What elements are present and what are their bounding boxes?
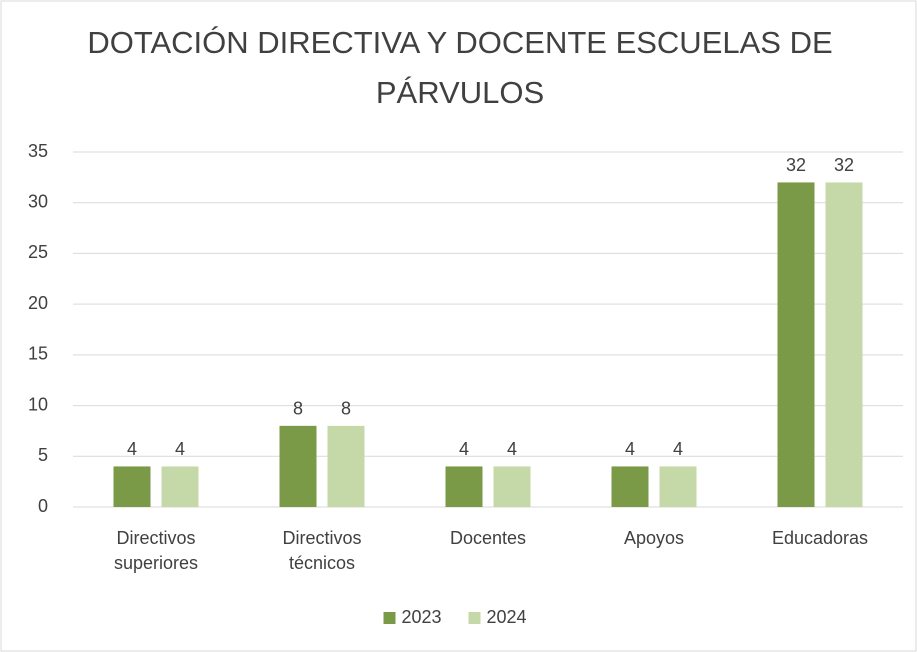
data-label: 4 <box>175 439 185 459</box>
bar <box>659 466 697 507</box>
bar <box>113 466 151 507</box>
legend-swatch <box>383 612 396 624</box>
x-tick-label: Directivos técnicos <box>282 528 362 573</box>
bar <box>445 466 483 507</box>
data-label: 32 <box>786 155 806 175</box>
x-tick-label: Docentes <box>449 528 527 548</box>
y-tick-label: 0 <box>38 496 48 516</box>
bar <box>777 182 815 507</box>
data-label: 32 <box>834 155 854 175</box>
bar <box>161 466 199 507</box>
data-label: 8 <box>341 399 351 419</box>
bar <box>825 182 863 507</box>
x-tick-label: Educadoras <box>771 528 869 548</box>
bar <box>327 425 365 507</box>
data-label: 4 <box>127 439 137 459</box>
data-label: 4 <box>673 439 683 459</box>
legend-label: 2024 <box>487 607 527 627</box>
y-tick-label: 5 <box>38 445 48 465</box>
x-tick-label: Directivos superiores <box>113 528 199 573</box>
data-label: 4 <box>625 439 635 459</box>
bar <box>611 466 649 507</box>
y-tick-label: 30 <box>28 191 48 211</box>
data-label: 4 <box>459 439 469 459</box>
bar <box>279 425 317 507</box>
y-tick-label: 25 <box>28 242 48 262</box>
x-tick-label: Apoyos <box>623 528 685 548</box>
y-tick-label: 20 <box>28 293 48 313</box>
data-label: 4 <box>507 439 517 459</box>
chart-title: DOTACIÓN DIRECTIVA Y DOCENTE ESCUELAS DE… <box>87 25 833 110</box>
y-tick-label: 35 <box>28 141 48 161</box>
legend-swatch <box>468 612 481 624</box>
data-label: 8 <box>293 399 303 419</box>
bar <box>493 466 531 507</box>
y-tick-label: 15 <box>28 344 48 364</box>
y-tick-label: 10 <box>28 394 48 414</box>
legend-label: 2023 <box>402 607 442 627</box>
